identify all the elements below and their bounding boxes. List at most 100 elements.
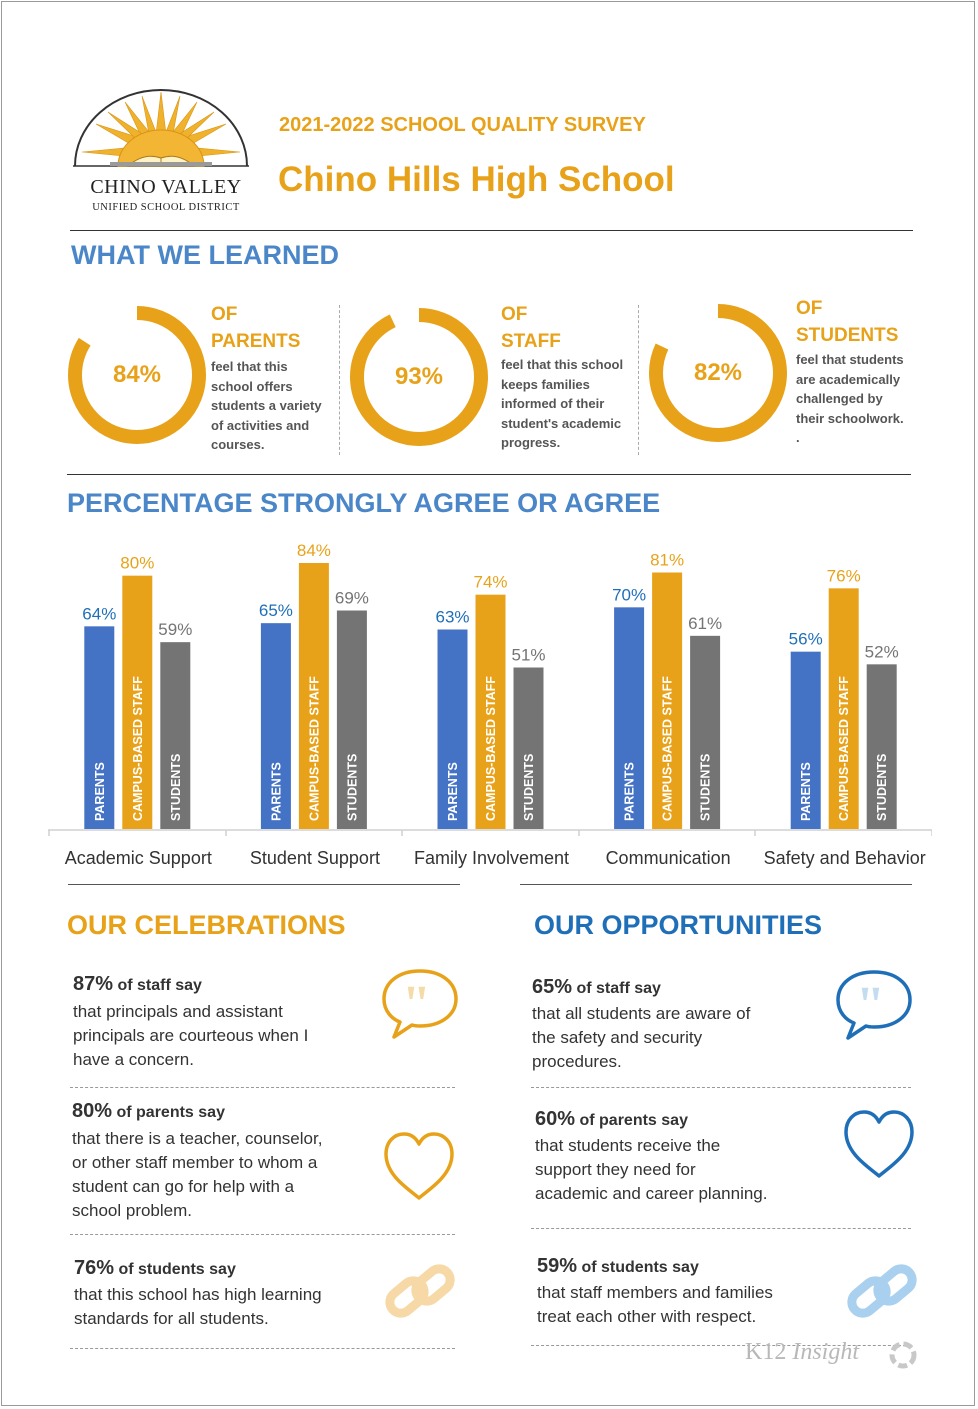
opportunity-who: of parents say xyxy=(579,1112,688,1129)
bar-parents xyxy=(84,626,115,829)
bar-series-label: PARENTS xyxy=(799,762,813,821)
bar-series-label: CAMPUS-BASED STAFF xyxy=(484,676,498,821)
stat-group-parents: PARENTS xyxy=(211,331,301,352)
celebration-line: school problem. xyxy=(72,1201,193,1220)
category-label: Communication xyxy=(606,848,731,868)
bar-value-label: 76% xyxy=(827,566,861,585)
bar-series-label: PARENTS xyxy=(446,762,460,821)
celebration-text: that this school has high learning stand… xyxy=(74,1283,322,1331)
stat-ring-parents xyxy=(68,306,206,444)
celebration-text: that there is a teacher, counselor, or o… xyxy=(72,1127,322,1223)
stat-pct-staff: 93% xyxy=(394,363,444,390)
heart-icon xyxy=(384,1132,454,1200)
link-icon xyxy=(385,1264,455,1318)
bar-series-label: CAMPUS-BASED STAFF xyxy=(837,676,851,821)
stat-of-parents: OF xyxy=(211,304,238,325)
stat-group-students: STUDENTS xyxy=(796,325,899,346)
link-icon xyxy=(847,1264,917,1318)
opportunity-pct: 60% xyxy=(535,1108,576,1130)
opportunity-text: that all students are aware of the safet… xyxy=(532,1002,750,1074)
opportunity-line: the safety and security xyxy=(532,1028,703,1047)
celebration-pct: 80% xyxy=(72,1100,113,1122)
footer-brand-b: Insight xyxy=(792,1339,860,1365)
bar-value-label: 69% xyxy=(335,589,369,608)
bar-series-label: CAMPUS-BASED STAFF xyxy=(131,676,145,821)
stat-of-students: OF xyxy=(796,298,823,319)
item-divider xyxy=(70,1348,455,1349)
category-label: Academic Support xyxy=(65,848,212,868)
opportunity-pct: 59% xyxy=(537,1255,578,1277)
celebration-text: that principals and assistant principals… xyxy=(73,1000,308,1072)
stat-desc-line: feel that students xyxy=(796,352,904,367)
bar-series-label: PARENTS xyxy=(93,762,107,821)
celebration-who: of parents say xyxy=(116,1104,225,1121)
opportunities-heading: OUR OPPORTUNITIES xyxy=(534,910,823,940)
k12-insight-mark-icon xyxy=(889,1341,917,1369)
stat-desc-line: informed of their xyxy=(501,396,605,411)
bar-parents xyxy=(614,607,645,829)
opportunity-line: treat each other with respect. xyxy=(537,1307,757,1326)
bar-value-label: 59% xyxy=(158,620,192,639)
category-label: Family Involvement xyxy=(414,848,569,868)
stat-desc-staff: feel that this school keeps families inf… xyxy=(501,355,623,453)
bar-series-label: CAMPUS-BASED STAFF xyxy=(307,676,321,821)
bar-parents xyxy=(260,623,291,829)
celebration-line: that principals and assistant xyxy=(73,1002,283,1021)
category-label: Student Support xyxy=(250,848,380,868)
celebration-head: 87% of staff say xyxy=(73,973,202,996)
celebrations-heading: OUR CELEBRATIONS xyxy=(67,910,346,940)
bar-series-label: STUDENTS xyxy=(522,754,536,821)
bar-series-label: CAMPUS-BASED STAFF xyxy=(661,676,675,821)
celebration-who: of staff say xyxy=(117,977,202,994)
bar-campus-based-staff xyxy=(298,563,329,829)
bar-value-label: 81% xyxy=(650,551,684,570)
stat-desc-line: student's academic xyxy=(501,415,622,431)
opportunity-line: academic and career planning. xyxy=(535,1184,768,1203)
what-we-learned-heading: WHAT WE LEARNED xyxy=(71,240,339,270)
stat-desc-line: feel that this school xyxy=(501,357,624,372)
celebration-line: have a concern. xyxy=(73,1050,194,1069)
opportunity-text: that staff members and families treat ea… xyxy=(537,1281,773,1329)
opportunity-line: support they need for xyxy=(535,1160,696,1179)
celebration-line: that this school has high learning xyxy=(74,1285,322,1304)
bar-series-label: PARENTS xyxy=(623,762,637,821)
stat-pct-parents: 84% xyxy=(112,361,162,388)
celebration-line: that there is a teacher, counselor, xyxy=(72,1129,323,1148)
quote-bubble-icon: " xyxy=(836,970,912,1040)
bar-value-label: 52% xyxy=(865,642,899,661)
item-divider xyxy=(531,1087,911,1088)
bar-value-label: 80% xyxy=(120,554,154,573)
bar-value-label: 51% xyxy=(511,646,545,665)
celebration-line: student can go for help with a xyxy=(72,1177,295,1196)
opportunity-line: that students receive the xyxy=(535,1136,721,1155)
bar-campus-based-staff xyxy=(652,572,683,829)
heart-icon xyxy=(844,1110,914,1178)
stat-desc-line: progress. xyxy=(501,435,561,450)
opportunity-who: of staff say xyxy=(576,980,661,997)
bar-campus-based-staff xyxy=(475,594,506,829)
item-divider xyxy=(531,1345,911,1346)
divider xyxy=(67,474,911,475)
stat-desc-students: feel that students are academically chal… xyxy=(796,350,904,448)
item-divider xyxy=(70,1234,455,1235)
celebration-who: of students say xyxy=(118,1261,236,1278)
item-divider xyxy=(70,1087,455,1088)
divider xyxy=(70,230,913,231)
stat-ring-staff xyxy=(350,308,488,446)
bar-parents xyxy=(437,629,468,829)
bar-series-label: STUDENTS xyxy=(699,754,713,821)
opportunity-text: that students receive the support they n… xyxy=(535,1134,767,1206)
stat-ring-students xyxy=(649,304,787,442)
logo-district-name: CHINO VALLEY xyxy=(90,176,242,198)
footer-brand-a: K12 xyxy=(745,1339,787,1365)
celebration-pct: 87% xyxy=(73,973,114,995)
stat-desc-line: courses. xyxy=(211,437,265,452)
bar-value-label: 70% xyxy=(612,585,646,604)
stat-group-staff: STAFF xyxy=(501,331,561,352)
celebration-head: 76% of students say xyxy=(74,1257,236,1280)
divider xyxy=(520,884,912,885)
bar-value-label: 65% xyxy=(259,601,293,620)
opportunity-line: procedures. xyxy=(532,1052,622,1071)
bar-value-label: 61% xyxy=(688,614,722,633)
